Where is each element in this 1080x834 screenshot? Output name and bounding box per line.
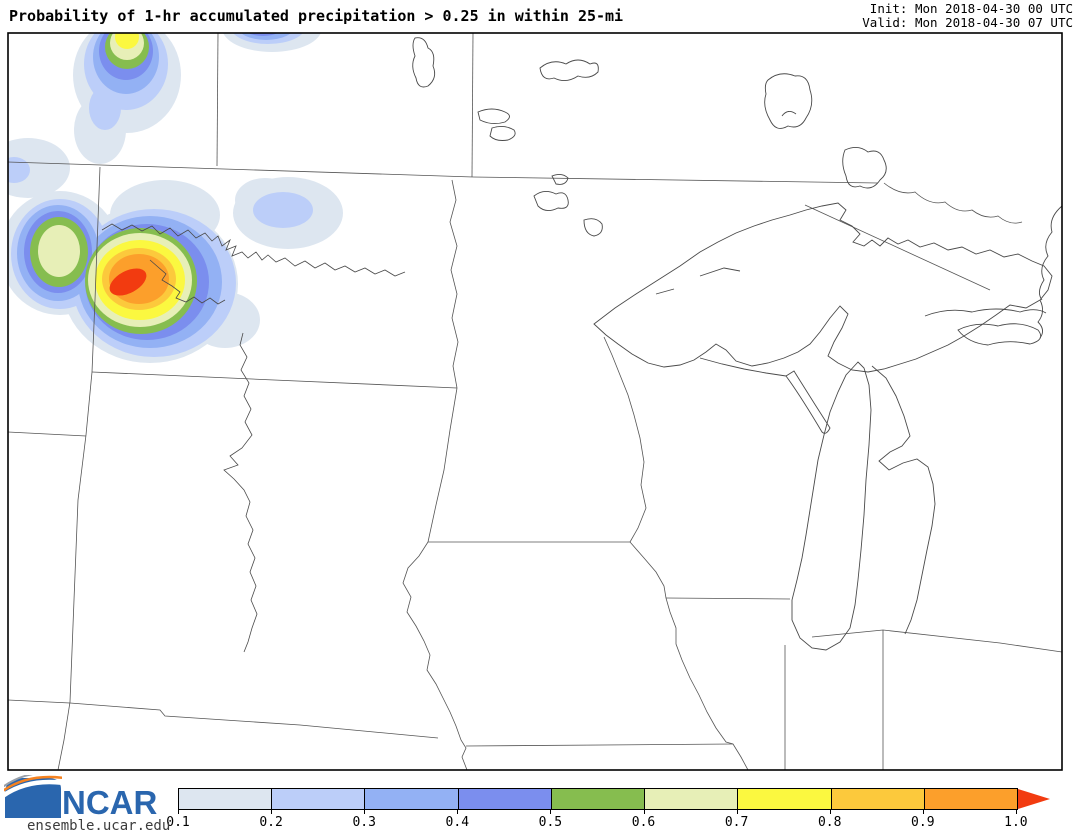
colorbar-labels: 0.1 0.2 0.3 0.4 0.5 0.6 0.7 0.8 0.9 1.0 (166, 810, 1058, 832)
site-url: ensemble.ucar.edu (27, 818, 171, 834)
colorbar-segment (550, 789, 645, 809)
colorbar-tick (922, 810, 924, 814)
colorbar (178, 788, 1050, 810)
colorbar-segment (923, 789, 1017, 809)
colorbar-tick-label: 0.9 (911, 815, 935, 830)
colorbar-tick (550, 810, 552, 814)
valid-time: Valid: Mon 2018-04-30 07 UTC (862, 15, 1073, 30)
colorbar-segment (457, 789, 551, 809)
colorbar-tick-label: 1.0 (1004, 815, 1028, 830)
ncar-logo-mark (4, 775, 62, 818)
map-title: Probability of 1-hr accumulated precipit… (9, 7, 624, 25)
colorbar-tick-label: 0.8 (817, 815, 842, 830)
colorbar-tick (457, 810, 459, 814)
run-info: Init: Mon 2018-04-30 00 UTC Valid: Mon 2… (862, 2, 1073, 30)
colorbar-tick (178, 810, 179, 814)
colorbar-tick-label: 0.3 (352, 815, 376, 830)
precip-probability-blobs (8, 33, 343, 363)
colorbar-tick (271, 810, 273, 814)
init-time: Init: Mon 2018-04-30 00 UTC (869, 1, 1073, 16)
colorbar-tick-label: 0.6 (631, 815, 656, 830)
colorbar-arrow (1018, 789, 1050, 809)
colorbar-tick-label: 0.5 (538, 815, 563, 830)
colorbar-segment (644, 789, 738, 809)
colorbar-segment (179, 789, 272, 809)
lakes-coastlines (412, 37, 1062, 651)
colorbar-tick (643, 810, 645, 814)
colorbar-tick (829, 810, 831, 814)
colorbar-tick-label: 0.7 (724, 815, 749, 830)
colorbar-tick (364, 810, 366, 814)
colorbar-segments (179, 789, 1017, 809)
state-borders (8, 33, 1062, 770)
colorbar-segment (271, 789, 365, 809)
colorbar-tick-label: 0.2 (259, 815, 283, 830)
colorbar-tick-label: 0.4 (445, 815, 470, 830)
colorbar-segment (830, 789, 924, 809)
colorbar-tick-label: 0.1 (166, 815, 190, 830)
rivers (101, 223, 406, 653)
colorbar-tick (736, 810, 738, 814)
colorbar-tick (1015, 810, 1017, 814)
ncar-wordmark: NCAR (62, 784, 158, 821)
colorbar-segment (364, 789, 458, 809)
map-frame (7, 32, 1063, 771)
colorbar-segment (737, 789, 831, 809)
